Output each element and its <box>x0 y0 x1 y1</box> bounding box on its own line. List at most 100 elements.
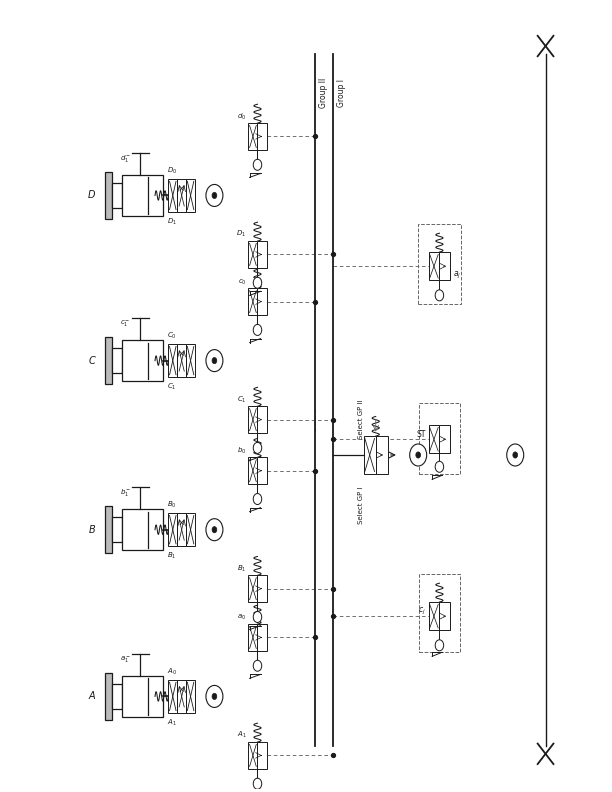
Bar <box>112 684 122 709</box>
Circle shape <box>206 685 223 707</box>
Text: a$_0$: a$_0$ <box>166 683 176 691</box>
Bar <box>439 252 450 280</box>
Bar <box>258 123 267 150</box>
Bar <box>168 680 177 713</box>
Bar <box>439 602 450 630</box>
Text: D$_1$: D$_1$ <box>167 217 177 227</box>
Circle shape <box>206 185 223 207</box>
Circle shape <box>206 349 223 371</box>
Bar <box>248 575 258 602</box>
Bar <box>376 436 388 474</box>
Circle shape <box>435 290 444 301</box>
Text: b$_0$: b$_0$ <box>237 446 247 455</box>
Circle shape <box>206 519 223 541</box>
Text: c$_j$: c$_j$ <box>418 606 425 617</box>
Bar <box>364 436 376 474</box>
Bar <box>177 179 186 212</box>
Bar <box>419 573 460 653</box>
Bar <box>248 457 258 484</box>
Bar <box>177 513 186 546</box>
Bar <box>112 183 122 208</box>
Circle shape <box>253 779 262 789</box>
Text: C$_1$: C$_1$ <box>237 394 247 405</box>
Bar <box>122 676 163 717</box>
Circle shape <box>507 444 524 466</box>
Text: a$_1^-$: a$_1^-$ <box>120 654 130 665</box>
Text: C: C <box>89 356 95 366</box>
Bar <box>258 742 267 769</box>
Text: A$_0$: A$_0$ <box>167 667 177 676</box>
Bar <box>186 680 195 713</box>
Bar <box>122 340 163 381</box>
Bar <box>177 344 186 377</box>
Bar <box>168 344 177 377</box>
Text: A$_1$: A$_1$ <box>237 730 247 741</box>
Bar <box>168 513 177 546</box>
Circle shape <box>253 611 262 623</box>
Text: C$_0$: C$_0$ <box>167 331 177 341</box>
Bar <box>428 602 439 630</box>
Text: Group II: Group II <box>319 78 328 109</box>
Bar <box>419 403 460 474</box>
Text: D$_0$: D$_0$ <box>167 166 177 176</box>
Bar <box>248 742 258 769</box>
Bar <box>258 624 267 651</box>
Text: a$_j$: a$_j$ <box>453 270 461 281</box>
Circle shape <box>435 461 444 472</box>
Bar <box>122 509 163 550</box>
Text: C$_1$: C$_1$ <box>167 382 177 392</box>
Circle shape <box>409 444 427 466</box>
Text: B$_1$: B$_1$ <box>237 564 247 573</box>
Bar <box>248 288 258 315</box>
Bar <box>258 575 267 602</box>
Circle shape <box>435 640 444 651</box>
Text: A: A <box>89 691 95 702</box>
Text: B$_1$: B$_1$ <box>167 551 177 561</box>
Bar <box>112 348 122 373</box>
Text: d$_0$: d$_0$ <box>166 181 176 191</box>
Circle shape <box>253 493 262 505</box>
Text: B$_0$: B$_0$ <box>167 500 177 510</box>
Text: b$_1^-$: b$_1^-$ <box>119 487 130 498</box>
Text: c$_1^-$: c$_1^-$ <box>120 318 130 329</box>
Bar <box>417 224 461 304</box>
Bar <box>122 175 163 216</box>
Bar <box>258 406 267 433</box>
Bar <box>105 172 112 219</box>
Text: a$_0$: a$_0$ <box>237 613 247 623</box>
Circle shape <box>253 661 262 672</box>
Text: d$_1^-$: d$_1^-$ <box>119 153 130 164</box>
Text: D: D <box>88 190 95 200</box>
Bar <box>248 123 258 150</box>
Text: c$_0$: c$_0$ <box>238 277 247 287</box>
Bar <box>186 179 195 212</box>
Bar <box>428 425 439 453</box>
Circle shape <box>212 192 217 199</box>
Circle shape <box>416 452 420 458</box>
Text: c$_0$: c$_0$ <box>166 347 175 356</box>
Text: ST: ST <box>416 430 425 439</box>
Bar <box>186 344 195 377</box>
Bar <box>248 624 258 651</box>
Bar <box>186 513 195 546</box>
Bar <box>112 517 122 542</box>
Text: Select GP I: Select GP I <box>357 486 364 524</box>
Text: b$_0$: b$_0$ <box>166 515 176 525</box>
Bar <box>258 288 267 315</box>
Circle shape <box>212 527 217 533</box>
Circle shape <box>212 357 217 364</box>
Bar <box>105 337 112 384</box>
Bar <box>258 241 267 268</box>
Bar <box>248 406 258 433</box>
Bar <box>168 179 177 212</box>
Bar <box>105 506 112 553</box>
Text: Select GP II: Select GP II <box>357 400 364 440</box>
Text: Group I: Group I <box>337 79 346 107</box>
Bar <box>248 241 258 268</box>
Text: D$_1$: D$_1$ <box>236 230 247 239</box>
Circle shape <box>253 277 262 288</box>
Circle shape <box>253 159 262 170</box>
Circle shape <box>212 693 217 699</box>
Bar <box>258 457 267 484</box>
Text: B: B <box>89 524 95 535</box>
